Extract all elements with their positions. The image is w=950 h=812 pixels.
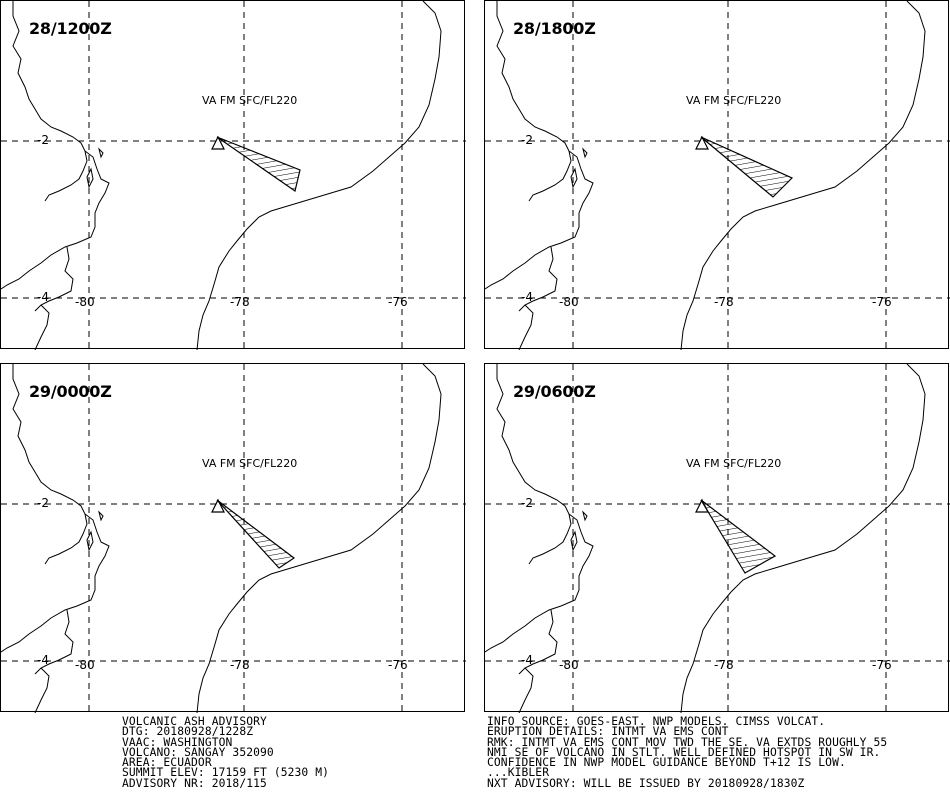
valid-time-label: 29/0000Z bbox=[29, 382, 112, 401]
coastline bbox=[485, 1, 926, 350]
ash-cloud-polygon bbox=[700, 499, 777, 574]
advisory-line: ...KIBLER bbox=[487, 766, 550, 780]
coastline bbox=[1, 364, 442, 713]
triangle-icon bbox=[211, 498, 225, 513]
flight-level-label: VA FM SFC/FL220 bbox=[686, 94, 782, 107]
forecast-panel-3: 29/0000Z VA FM SFC/FL220 -2 -4 -80 -78 -… bbox=[0, 363, 466, 713]
map-canvas bbox=[485, 364, 950, 713]
valid-time-label: 28/1200Z bbox=[29, 19, 112, 38]
ash-cloud-polygon bbox=[216, 136, 301, 192]
triangle-icon bbox=[211, 135, 225, 150]
coastline bbox=[1, 1, 442, 350]
advisory-line: ADVISORY NR: 2018/115 bbox=[122, 776, 267, 790]
triangle-icon bbox=[695, 135, 709, 150]
advisory-line: NXT ADVISORY: WILL BE ISSUED BY 20180928… bbox=[487, 776, 805, 790]
map-canvas bbox=[485, 1, 950, 350]
advisory-header-block: VOLCANIC ASH ADVISORY DTG: 20180928/1228Z… bbox=[122, 715, 330, 790]
advisory-line: VOLCANO: SANGAY 352090 bbox=[122, 745, 274, 759]
lat-label-m2: -2 bbox=[521, 496, 533, 510]
valid-time-label: 28/1800Z bbox=[513, 19, 596, 38]
advisory-remarks-block: INFO SOURCE: GOES-EAST. NWP MODELS. CIMS… bbox=[487, 715, 888, 790]
ash-cloud-polygon bbox=[216, 499, 296, 569]
advisory-line: ERUPTION DETAILS: INTMT VA EMS CONT bbox=[487, 725, 729, 739]
coastline bbox=[485, 364, 926, 713]
advisory-line: RMK: INTMT VA EMS CONT MOV TWD THE SE. V… bbox=[487, 735, 888, 749]
lon-label-m78: -78 bbox=[714, 658, 734, 672]
lon-label-m80: -80 bbox=[559, 658, 579, 672]
ash-cloud-polygon bbox=[700, 136, 794, 198]
lon-label-m80: -80 bbox=[75, 658, 95, 672]
valid-time-label: 29/0600Z bbox=[513, 382, 596, 401]
lon-label-m76: -76 bbox=[872, 658, 892, 672]
lon-label-m80: -80 bbox=[75, 295, 95, 309]
flight-level-label: VA FM SFC/FL220 bbox=[202, 457, 298, 470]
advisory-line: DTG: 20180928/1228Z bbox=[122, 725, 254, 739]
lat-label-m4: -4 bbox=[37, 290, 49, 304]
lon-label-m76: -76 bbox=[388, 658, 408, 672]
lon-label-m78: -78 bbox=[230, 658, 250, 672]
map-canvas bbox=[1, 364, 466, 713]
flight-level-label: VA FM SFC/FL220 bbox=[686, 457, 782, 470]
lon-label-m78: -78 bbox=[230, 295, 250, 309]
forecast-panel-4: 29/0600Z VA FM SFC/FL220 -2 -4 -80 -78 -… bbox=[484, 363, 950, 713]
lon-label-m76: -76 bbox=[872, 295, 892, 309]
advisory-line: AREA: ECUADOR bbox=[122, 756, 212, 770]
lat-label-m2: -2 bbox=[37, 133, 49, 147]
map-canvas bbox=[1, 1, 466, 350]
lon-label-m78: -78 bbox=[714, 295, 734, 309]
lat-lon-grid bbox=[485, 1, 950, 350]
forecast-panel-1: 28/1200Z VA FM SFC/FL220 -2 -4 -80 -78 -… bbox=[0, 0, 466, 350]
lat-label-m2: -2 bbox=[37, 496, 49, 510]
advisory-line: CONFIDENCE IN NWP MODEL GUIDANCE BEYOND … bbox=[487, 756, 846, 770]
advisory-line: VAAC: WASHINGTON bbox=[122, 735, 233, 749]
lon-label-m80: -80 bbox=[559, 295, 579, 309]
lat-label-m4: -4 bbox=[37, 653, 49, 667]
advisory-line: NMI SE OF VOLCANO IN STLT. WELL DEFINED … bbox=[487, 745, 881, 759]
advisory-line: INFO SOURCE: GOES-EAST. NWP MODELS. CIMS… bbox=[487, 715, 826, 728]
lat-label-m2: -2 bbox=[521, 133, 533, 147]
lat-label-m4: -4 bbox=[521, 653, 533, 667]
advisory-line: VOLCANIC ASH ADVISORY bbox=[122, 715, 267, 728]
advisory-line: SUMMIT ELEV: 17159 FT (5230 M) bbox=[122, 766, 330, 780]
forecast-panel-2: 28/1800Z VA FM SFC/FL220 -2 -4 -80 -78 -… bbox=[484, 0, 950, 350]
flight-level-label: VA FM SFC/FL220 bbox=[202, 94, 298, 107]
lon-label-m76: -76 bbox=[388, 295, 408, 309]
lat-label-m4: -4 bbox=[521, 290, 533, 304]
